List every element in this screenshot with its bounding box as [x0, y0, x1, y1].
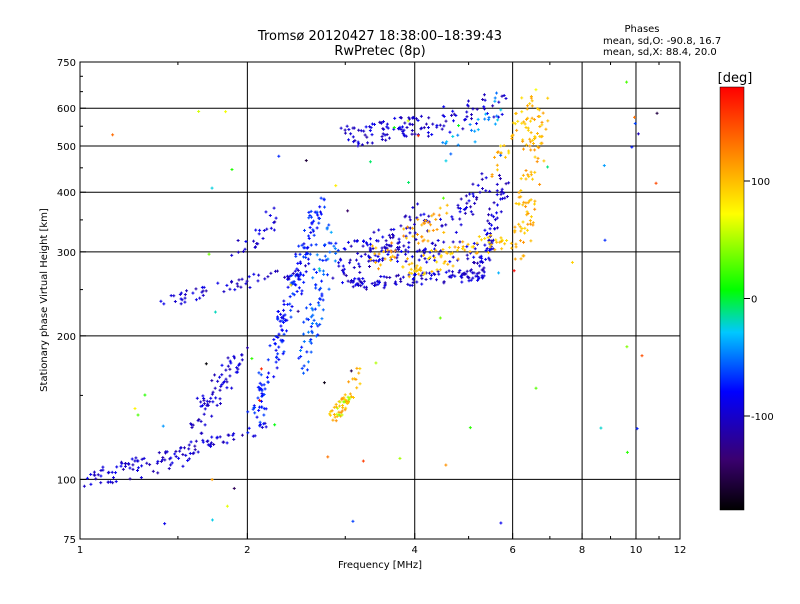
x-tick-label: 8 [579, 545, 585, 556]
colorbar-tick-label: 0 [751, 295, 757, 306]
y-tick-label: 300 [57, 248, 76, 259]
y-tick-label: 500 [57, 142, 76, 153]
x-tick-label: 4 [412, 545, 418, 556]
y-tick-label: 100 [57, 475, 76, 486]
colorbar-tick-label: -100 [751, 412, 774, 423]
x-tick-label: 1 [77, 545, 83, 556]
plot-frame [79, 61, 681, 540]
colorbar-tick-label: 100 [751, 177, 770, 188]
chart-subtitle: RwPretec (8p) [334, 44, 425, 59]
x-tick-label: 12 [674, 545, 687, 556]
stats-o-line: mean, sd,O: -90.8, 16.7 [603, 36, 721, 47]
chart-title: Tromsø 20120427 18:38:00–18:39:43 [257, 29, 502, 44]
stats-heading: Phases [624, 24, 659, 35]
stats-x-line: mean, sd,X: 88.4, 20.0 [603, 47, 717, 58]
y-tick-label: 200 [57, 332, 76, 343]
x-tick-label: 6 [509, 545, 515, 556]
x-tick-label: 10 [630, 545, 643, 556]
y-ticks: 75 100 200 300 400 500 600 750 [57, 58, 86, 546]
x-ticks: 1 2 4 6 8 10 12 [77, 62, 687, 556]
y-tick-label: 600 [57, 104, 76, 115]
y-tick-label: 750 [57, 58, 76, 69]
y-axis-label: Stationary phase Virtual Height [km] [39, 208, 50, 392]
colorbar-ticks: 100 0 -100 [744, 177, 774, 423]
colorbar-unit: [deg] [718, 71, 753, 86]
y-tick-label: 75 [63, 535, 76, 546]
colorbar [719, 86, 745, 511]
y-tick-label: 400 [57, 188, 76, 199]
x-tick-label: 2 [244, 545, 250, 556]
x-axis-label: Frequency [MHz] [338, 560, 422, 571]
data-points [82, 80, 659, 526]
grid-lines [80, 62, 680, 539]
